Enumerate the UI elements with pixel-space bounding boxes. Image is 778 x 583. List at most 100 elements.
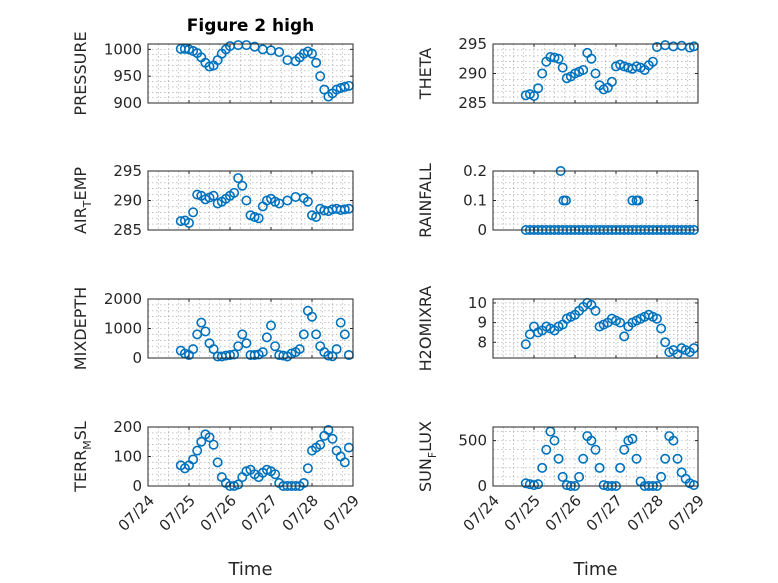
data-point	[549, 435, 560, 446]
y-tick-label: 0	[477, 477, 487, 495]
y-tick-label: 0	[477, 221, 487, 239]
data-point	[237, 180, 248, 191]
x-axis-label: Time	[572, 559, 617, 580]
data-point	[586, 435, 597, 446]
x-tick-label: 07/29	[665, 492, 708, 535]
y-tick-label: 1000	[104, 40, 142, 58]
data-point	[196, 436, 207, 447]
data-point	[233, 173, 244, 184]
data-point	[302, 196, 313, 207]
data-point	[574, 471, 585, 482]
data-point	[233, 479, 244, 490]
y-axis-label: TERRMSL	[71, 421, 94, 493]
data-point	[241, 338, 252, 349]
x-tick-label: 07/27	[238, 492, 281, 535]
data-point	[282, 195, 293, 206]
data-point	[339, 457, 350, 468]
data-point	[229, 349, 240, 360]
data-point	[578, 64, 589, 75]
data-point	[553, 453, 564, 464]
data-point	[253, 213, 264, 224]
data-point	[208, 344, 219, 355]
data-point	[257, 347, 268, 358]
y-tick-label: 100	[113, 448, 142, 466]
panel-h2omixra: 89 10 H2OMIXRA	[416, 286, 699, 371]
data-point	[656, 323, 667, 334]
panel-sun-flux: 0 500 SUNFLUX 07/2407/2507/2607/2707/2807/2…	[416, 421, 708, 580]
data-point	[668, 435, 679, 446]
x-tick-label: 07/29	[320, 492, 363, 535]
data-point	[537, 462, 548, 473]
data-point	[208, 439, 219, 450]
data-point	[311, 212, 322, 223]
data-point	[212, 457, 223, 468]
panel-air-temp: 285 290 295 AIRTEMP	[71, 162, 354, 239]
y-axis-label: MIXDEPTH	[71, 287, 90, 370]
y-tick-label: 10	[468, 294, 487, 312]
markers	[175, 40, 354, 102]
data-point	[533, 83, 544, 94]
panel-pressure: 900 950 1000 PRESSURE Figure 2 high	[71, 16, 354, 116]
data-point	[192, 189, 203, 200]
data-point	[188, 207, 199, 218]
data-point	[615, 462, 626, 473]
data-point	[528, 480, 539, 491]
data-point	[672, 453, 683, 464]
data-point	[619, 444, 630, 455]
data-point	[339, 81, 350, 92]
y-tick-label: 1000	[104, 320, 142, 338]
y-tick-label: 0	[132, 477, 142, 495]
x-tick-label: 07/25	[501, 492, 544, 535]
data-point	[208, 190, 219, 201]
x-tick-label: 07/24	[115, 492, 158, 535]
data-point	[660, 337, 671, 348]
y-tick-label: 285	[113, 221, 142, 239]
data-point	[651, 313, 662, 324]
data-point	[339, 329, 350, 340]
data-point	[627, 433, 638, 444]
data-point	[192, 445, 203, 456]
data-point	[311, 57, 322, 68]
data-point	[323, 350, 334, 361]
data-point	[323, 424, 334, 435]
data-point	[327, 433, 338, 444]
data-point	[633, 195, 644, 206]
axes-frame	[147, 43, 354, 104]
data-point	[656, 471, 667, 482]
data-point	[537, 68, 548, 79]
markers	[520, 426, 699, 491]
grid	[492, 427, 699, 487]
y-tick-label: 285	[458, 94, 487, 112]
data-point	[270, 341, 281, 352]
data-point	[315, 71, 326, 82]
y-axis-label: RAINFALL	[416, 163, 435, 238]
data-point	[274, 47, 285, 58]
data-point	[200, 326, 211, 337]
markers	[175, 305, 354, 362]
data-point	[590, 68, 601, 79]
markers	[175, 173, 354, 228]
grid	[147, 298, 354, 359]
data-point	[249, 212, 260, 223]
x-tick-label: 07/24	[460, 492, 503, 535]
data-point	[553, 53, 564, 64]
data-point	[302, 463, 313, 474]
data-point	[306, 48, 317, 59]
data-point	[631, 61, 642, 72]
x-axis-label: Time	[227, 559, 272, 580]
data-point	[204, 432, 215, 443]
axes-frame	[492, 426, 699, 487]
data-point	[196, 317, 207, 328]
y-axis-label: SUNFLUX	[416, 421, 439, 492]
y-tick-label: 2000	[104, 290, 142, 308]
data-point	[520, 339, 531, 350]
data-point	[265, 320, 276, 331]
data-point	[660, 453, 671, 464]
y-tick-label: 900	[113, 94, 142, 112]
data-point	[594, 462, 605, 473]
data-point	[557, 471, 568, 482]
x-tick-label: 07/26	[197, 492, 240, 535]
data-point	[684, 42, 695, 53]
x-tick-label: 07/27	[583, 492, 626, 535]
axes-frame	[492, 298, 699, 359]
